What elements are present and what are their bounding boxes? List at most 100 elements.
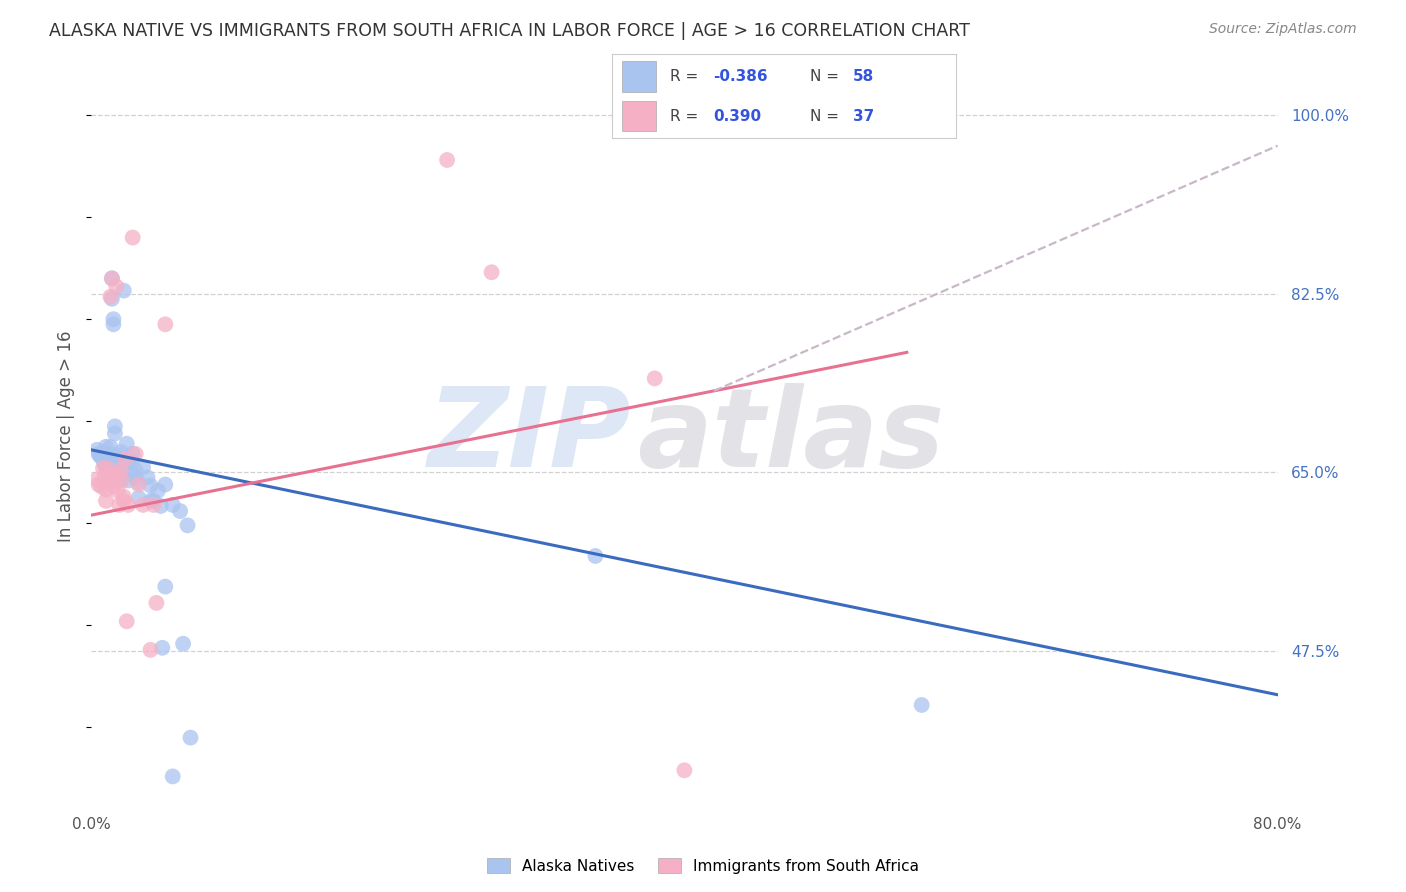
- Point: [149, 499, 172, 513]
- Point: [155, 580, 177, 594]
- Point: [96, 461, 118, 475]
- Point: [146, 483, 169, 498]
- Point: [104, 419, 127, 434]
- Point: [100, 290, 122, 304]
- Point: [91, 452, 114, 467]
- Point: [111, 474, 134, 488]
- Point: [136, 470, 159, 484]
- Point: [103, 467, 125, 482]
- Text: R =: R =: [671, 69, 703, 84]
- Point: [121, 230, 143, 244]
- Point: [86, 442, 108, 457]
- Text: atlas: atlas: [637, 383, 945, 490]
- Point: [97, 470, 120, 484]
- Point: [124, 470, 146, 484]
- Point: [142, 498, 165, 512]
- Point: [100, 440, 122, 454]
- Point: [103, 312, 125, 326]
- Point: [155, 318, 177, 332]
- Point: [96, 455, 118, 469]
- Point: [124, 447, 146, 461]
- Point: [103, 318, 125, 332]
- Point: [139, 643, 162, 657]
- Point: [87, 447, 110, 461]
- Point: [110, 445, 132, 459]
- Point: [110, 460, 132, 475]
- Point: [101, 271, 124, 285]
- Point: [121, 467, 143, 482]
- Point: [112, 490, 135, 504]
- Point: [105, 467, 128, 482]
- Point: [94, 440, 117, 454]
- Point: [112, 284, 135, 298]
- Text: ZIP: ZIP: [427, 383, 631, 490]
- Point: [108, 498, 131, 512]
- Point: [87, 477, 110, 491]
- Point: [93, 469, 115, 483]
- Point: [155, 477, 177, 491]
- Point: [436, 153, 458, 167]
- Point: [93, 445, 115, 459]
- Point: [94, 460, 117, 475]
- Point: [644, 371, 666, 385]
- Y-axis label: In Labor Force | Age > 16: In Labor Force | Age > 16: [58, 331, 75, 542]
- Point: [911, 698, 934, 712]
- Point: [176, 518, 198, 533]
- Point: [150, 640, 173, 655]
- Point: [94, 483, 117, 497]
- Legend: Alaska Natives, Immigrants from South Africa: Alaska Natives, Immigrants from South Af…: [481, 852, 925, 880]
- Text: N =: N =: [810, 109, 844, 124]
- Point: [94, 494, 117, 508]
- Text: 37: 37: [852, 109, 875, 124]
- Point: [90, 479, 112, 493]
- Point: [91, 461, 114, 475]
- Point: [132, 498, 155, 512]
- Point: [105, 455, 128, 469]
- Point: [128, 491, 150, 505]
- Point: [105, 448, 128, 462]
- Point: [100, 455, 122, 469]
- Point: [94, 455, 117, 469]
- Text: -0.386: -0.386: [713, 69, 768, 84]
- Point: [104, 463, 127, 477]
- Point: [104, 475, 127, 490]
- Point: [114, 452, 136, 467]
- Point: [108, 452, 131, 467]
- Point: [583, 549, 606, 563]
- Text: N =: N =: [810, 69, 844, 84]
- Point: [86, 472, 108, 486]
- Point: [139, 494, 162, 508]
- Point: [103, 479, 125, 493]
- Point: [97, 465, 120, 479]
- Point: [117, 457, 139, 471]
- Point: [124, 463, 146, 477]
- Point: [162, 769, 184, 783]
- Point: [104, 457, 127, 471]
- Point: [162, 498, 184, 512]
- Point: [112, 494, 135, 508]
- Point: [117, 498, 139, 512]
- Point: [97, 447, 120, 461]
- Point: [132, 460, 155, 475]
- FancyBboxPatch shape: [621, 62, 657, 92]
- Point: [128, 477, 150, 491]
- Point: [121, 447, 143, 461]
- Text: ALASKA NATIVE VS IMMIGRANTS FROM SOUTH AFRICA IN LABOR FORCE | AGE > 16 CORRELAT: ALASKA NATIVE VS IMMIGRANTS FROM SOUTH A…: [49, 22, 970, 40]
- Point: [172, 637, 194, 651]
- Point: [101, 292, 124, 306]
- Point: [90, 450, 112, 464]
- Point: [142, 494, 165, 508]
- Text: Source: ZipAtlas.com: Source: ZipAtlas.com: [1209, 22, 1357, 37]
- Text: 58: 58: [852, 69, 875, 84]
- Point: [128, 475, 150, 490]
- Point: [105, 279, 128, 293]
- Point: [115, 436, 138, 450]
- Point: [107, 483, 129, 498]
- Point: [673, 764, 696, 778]
- Point: [101, 271, 124, 285]
- Point: [145, 596, 167, 610]
- Point: [117, 474, 139, 488]
- Text: 0.390: 0.390: [713, 109, 762, 124]
- Point: [89, 449, 111, 463]
- Point: [110, 463, 132, 477]
